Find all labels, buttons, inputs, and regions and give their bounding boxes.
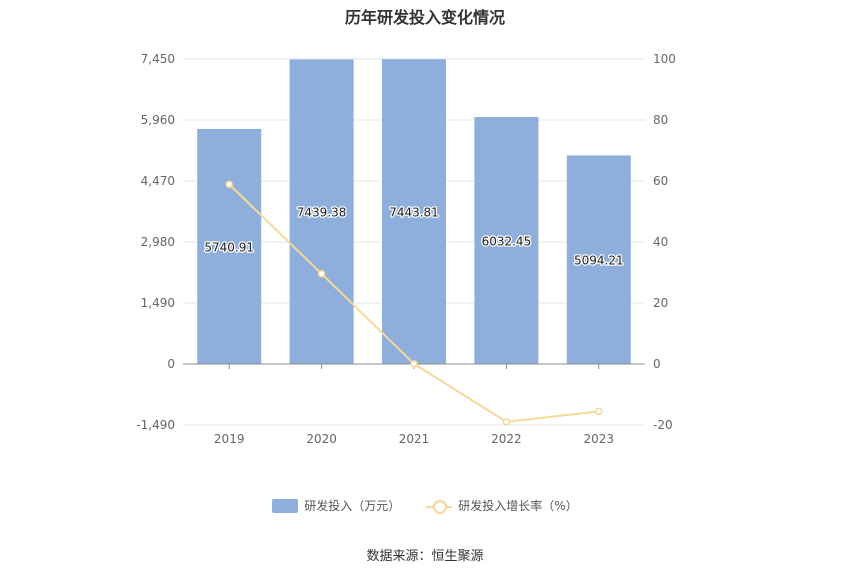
bar-data-label: 5740.91: [204, 240, 254, 254]
data-source: 数据来源：恒生聚源: [366, 549, 484, 564]
left-tick-label: 1,490: [141, 296, 175, 310]
x-tick-label: 2021: [399, 432, 430, 446]
right-tick-label: -20: [653, 418, 673, 432]
legend-label-line: 研发投入增长率（%）: [458, 499, 578, 513]
line-series: [225, 180, 603, 426]
bar[interactable]: [566, 155, 631, 364]
bar-data-label: 6032.45: [482, 235, 532, 249]
right-tick-label: 60: [653, 174, 668, 188]
bar-data-label: 5094.21: [574, 254, 624, 268]
right-tick-label: 20: [653, 296, 668, 310]
line-swatch-icon: [426, 499, 453, 514]
line-point[interactable]: [410, 360, 418, 368]
right-tick-label: 40: [653, 235, 668, 249]
left-tick-label: 4,470: [141, 174, 175, 188]
x-tick-label: 2023: [584, 432, 615, 446]
x-axis: 2019 2020 2021 2022 2023: [183, 363, 645, 446]
line-point[interactable]: [502, 418, 511, 426]
line-point[interactable]: [595, 407, 603, 416]
chart-title: 历年研发投入变化情况: [344, 8, 505, 27]
line-point[interactable]: [225, 180, 233, 189]
legend-label-bar: 研发投入（万元）: [304, 499, 401, 513]
legend-item-line[interactable]: 研发投入增长率（%）: [426, 497, 578, 514]
x-tick-label: 2020: [306, 432, 337, 446]
legend: 研发投入（万元） 研发投入增长率（%）: [0, 497, 850, 514]
right-tick-label: 80: [653, 113, 668, 127]
x-tick-label: 2022: [491, 432, 522, 446]
left-tick-label: 5,960: [141, 113, 175, 127]
bar-data-labels: 5740.91 7439.38 7443.81 6032.45 5094.21: [203, 204, 625, 269]
line-point[interactable]: [317, 269, 326, 278]
left-tick-label: 0: [167, 357, 175, 371]
bar[interactable]: [197, 128, 262, 364]
right-y-axis: -20 0 20 40 60 80 100: [653, 52, 676, 432]
bar-data-label: 7443.81: [389, 206, 439, 220]
left-tick-label: 2,980: [141, 235, 175, 249]
bar[interactable]: [474, 117, 539, 364]
right-tick-label: 100: [653, 52, 676, 66]
bar[interactable]: [382, 59, 446, 364]
right-tick-label: 0: [653, 357, 661, 371]
legend-item-bar[interactable]: 研发投入（万元）: [272, 497, 400, 514]
left-tick-label: -1,490: [136, 418, 175, 432]
left-y-axis: -1,490 0 1,490 2,980 4,470 5,960 7,450: [136, 52, 175, 432]
bar-series: [197, 59, 631, 364]
left-tick-label: 7,450: [141, 52, 175, 66]
bar-data-label: 7439.38: [297, 206, 347, 220]
bar[interactable]: [289, 59, 354, 364]
bar-swatch-icon: [272, 498, 299, 513]
x-tick-label: 2019: [214, 432, 245, 446]
